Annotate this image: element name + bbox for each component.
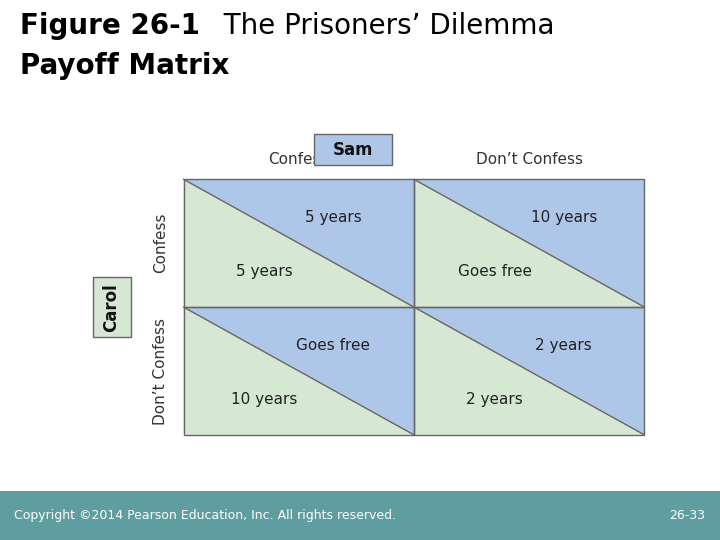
Text: Goes free: Goes free	[458, 264, 531, 279]
Text: Sam: Sam	[333, 141, 373, 159]
Bar	[414, 179, 644, 307]
Polygon shape	[184, 179, 414, 307]
Text: 2 years: 2 years	[536, 338, 592, 353]
Text: 10 years: 10 years	[531, 210, 597, 225]
Text: Confess: Confess	[153, 213, 168, 273]
Polygon shape	[184, 307, 414, 435]
Text: Payoff Matrix: Payoff Matrix	[20, 52, 230, 79]
Text: 10 years: 10 years	[231, 392, 297, 407]
Polygon shape	[184, 179, 414, 307]
Text: Goes free: Goes free	[297, 338, 370, 353]
Text: The Prisoners’ Dilemma: The Prisoners’ Dilemma	[206, 12, 554, 40]
Text: Figure 26-1: Figure 26-1	[20, 12, 200, 40]
Text: Confess: Confess	[269, 152, 329, 167]
Text: 5 years: 5 years	[236, 264, 292, 279]
Text: 2 years: 2 years	[467, 392, 523, 407]
FancyBboxPatch shape	[92, 277, 131, 338]
Polygon shape	[414, 179, 644, 307]
Text: Carol: Carol	[102, 283, 121, 332]
Polygon shape	[414, 307, 644, 435]
Text: 26-33: 26-33	[670, 509, 706, 522]
Text: Don’t Confess: Don’t Confess	[476, 152, 582, 167]
Polygon shape	[414, 307, 644, 435]
Bar	[414, 307, 644, 435]
Bar	[184, 179, 414, 307]
FancyBboxPatch shape	[314, 134, 392, 165]
Text: 5 years: 5 years	[305, 210, 361, 225]
Polygon shape	[414, 179, 644, 307]
Polygon shape	[184, 307, 414, 435]
Text: Don’t Confess: Don’t Confess	[153, 318, 168, 424]
Bar	[184, 307, 414, 435]
Text: Copyright ©2014 Pearson Education, Inc. All rights reserved.: Copyright ©2014 Pearson Education, Inc. …	[14, 509, 397, 522]
